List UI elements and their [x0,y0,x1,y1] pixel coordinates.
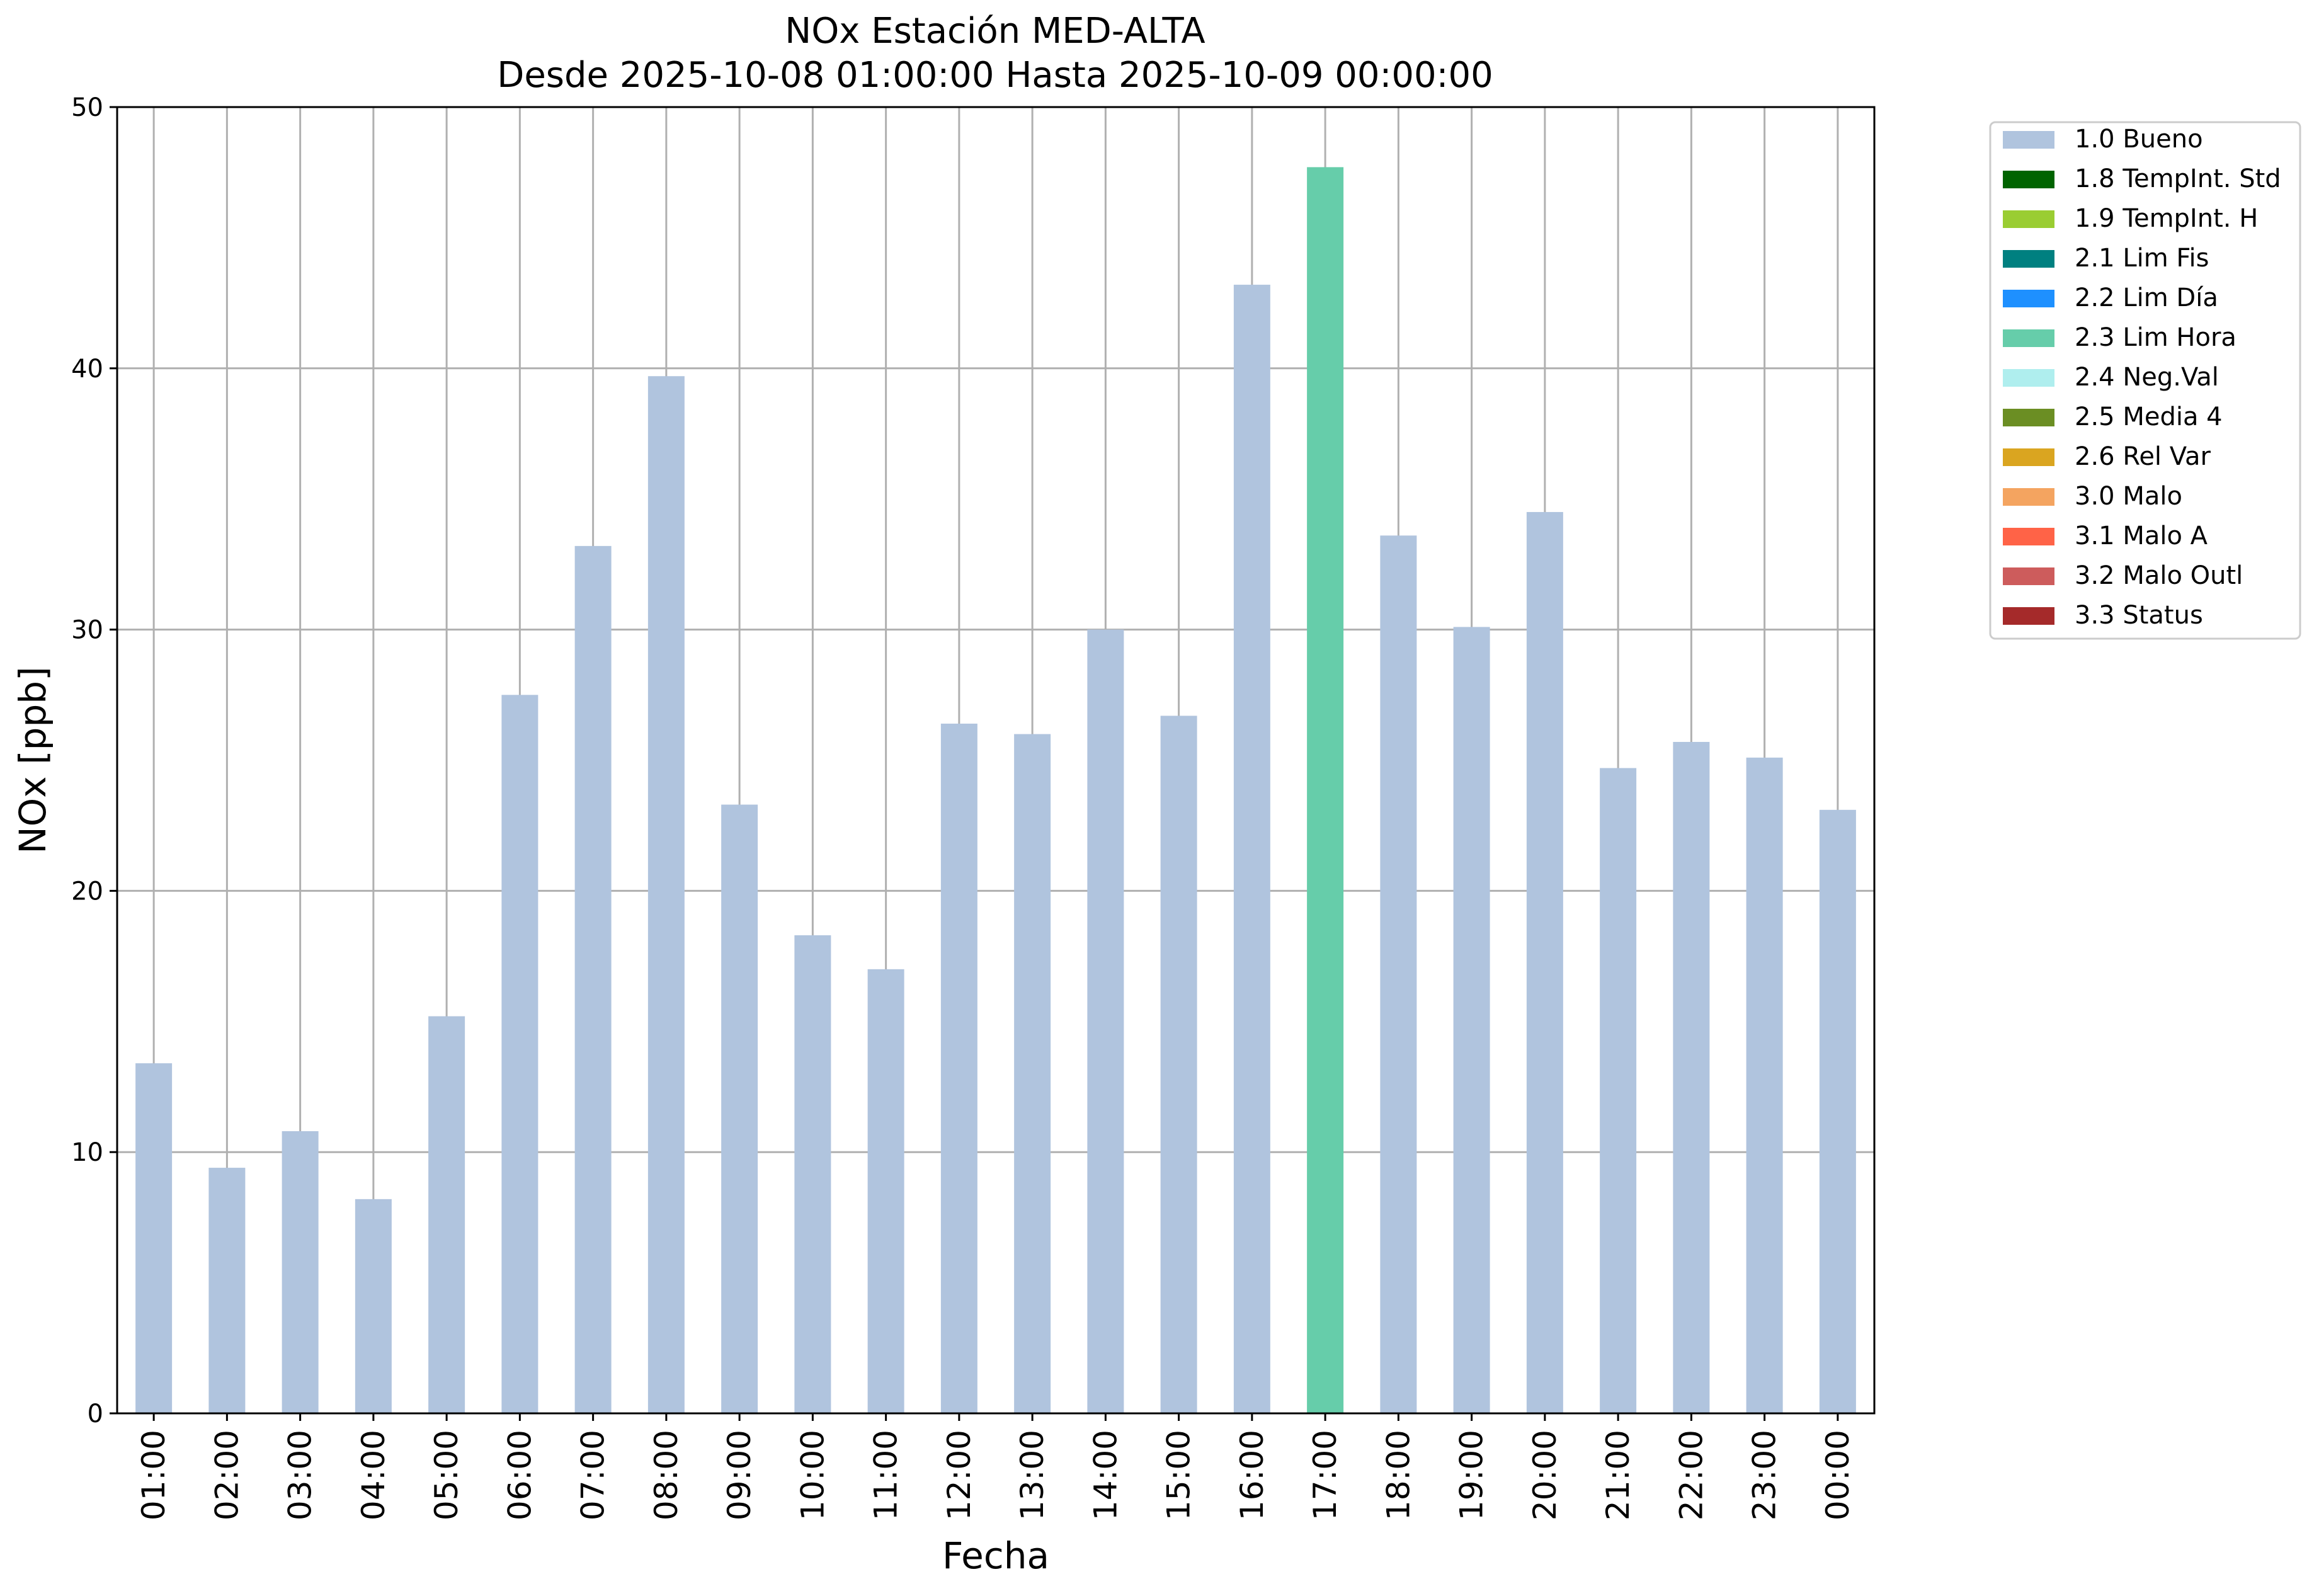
legend-swatch [2003,131,2054,149]
y-tick-label: 0 [88,1399,103,1428]
x-tick-label: 15:00 [1161,1430,1197,1520]
y-tick-label: 20 [71,877,103,906]
y-tick-label: 40 [71,355,103,384]
bar [1673,741,1710,1413]
bar [867,969,904,1413]
x-tick-label: 03:00 [282,1430,319,1520]
legend-swatch [2003,250,2054,268]
y-tick-label: 50 [71,93,103,122]
legend-label: 2.5 Media 4 [2075,402,2223,431]
x-tick-label: 06:00 [501,1430,538,1520]
x-tick-label: 00:00 [1820,1430,1856,1520]
bar [208,1168,246,1413]
legend-swatch [2003,409,2054,426]
bar [574,545,612,1413]
bar [1014,734,1051,1413]
legend-label: 2.4 Neg.Val [2075,363,2219,392]
x-tick-label: 04:00 [355,1430,392,1520]
legend-swatch [2003,210,2054,228]
x-tick-label: 19:00 [1454,1430,1490,1520]
bar [794,935,831,1413]
x-tick-label: 08:00 [648,1430,685,1520]
legend-label: 2.1 Lim Fis [2075,244,2209,273]
legend-swatch [2003,369,2054,387]
bar [1600,768,1637,1413]
legend-label: 2.3 Lim Hora [2075,323,2236,352]
legend-label: 3.0 Malo [2075,482,2182,511]
x-axis-label: Fecha [942,1534,1049,1577]
legend-swatch [2003,329,2054,347]
legend: 1.0 Bueno 1.8 TempInt. Std 1.9 TempInt. H 2… [1989,121,2301,640]
bars [135,167,1856,1414]
legend-label: 1.9 TempInt. H [2075,204,2258,233]
x-axis-ticks: 01:00 02:00 03:00 04:00 05:00 06:00 07:00 08:00… [135,1413,1856,1520]
x-tick-label: 17:00 [1307,1430,1343,1520]
bar [1819,809,1856,1413]
x-tick-label: 11:00 [868,1430,904,1520]
x-tick-label: 02:00 [208,1430,245,1520]
bar [135,1063,173,1413]
bar [1087,629,1124,1413]
chart-title: NOx Estación MED-ALTA [785,11,1205,52]
legend-swatch [2003,607,2054,625]
bar [1453,627,1490,1413]
legend-frame [1989,121,2301,640]
bar [1307,167,1344,1413]
x-tick-label: 21:00 [1600,1430,1636,1520]
legend-label: 2.2 Lim Día [2075,283,2218,312]
bar [1160,715,1197,1413]
bar [501,695,538,1413]
bar [428,1016,465,1413]
legend-swatch [2003,448,2054,466]
legend-label: 3.2 Malo Outl [2075,561,2243,590]
x-tick-label: 05:00 [428,1430,465,1520]
x-tick-label: 13:00 [1014,1430,1051,1520]
bar [721,804,758,1413]
legend-swatch [2003,290,2054,307]
x-tick-label: 07:00 [575,1430,612,1520]
bar [1526,511,1563,1414]
x-tick-label: 22:00 [1673,1430,1709,1520]
y-axis-label: NOx [ppb] [11,666,54,854]
plot-frame [116,106,1876,1415]
x-tick-label: 20:00 [1527,1430,1563,1520]
x-tick-label: 01:00 [135,1430,172,1520]
x-tick-label: 12:00 [941,1430,977,1520]
bar [1233,285,1270,1414]
x-tick-label: 14:00 [1087,1430,1124,1520]
legend-label: 3.3 Status [2075,601,2203,630]
x-tick-label: 09:00 [721,1430,758,1520]
chart-subtitle: Desde 2025-10-08 01:00:00 Hasta 2025-10-… [497,55,1493,96]
x-tick-label: 10:00 [794,1430,831,1520]
legend-swatch [2003,567,2054,585]
bar [282,1131,319,1413]
legend-label: 1.0 Bueno [2075,125,2203,154]
bar [647,376,685,1413]
y-tick-label: 10 [71,1138,103,1167]
x-tick-label: 18:00 [1380,1430,1416,1520]
legend-swatch [2003,528,2054,545]
y-axis-ticks: 0 10 20 30 40 50 [71,93,117,1428]
legend-label: 2.6 Rel Var [2075,442,2211,471]
legend-label: 1.8 TempInt. Std [2075,164,2281,193]
y-tick-label: 30 [71,616,103,645]
legend-label: 3.1 Malo A [2075,522,2208,550]
bar [1380,535,1417,1413]
bar [940,723,977,1413]
legend-swatch [2003,171,2054,188]
bar [355,1199,392,1413]
bar [1746,757,1783,1413]
x-tick-label: 16:00 [1234,1430,1270,1520]
legend-swatch [2003,488,2054,506]
x-tick-label: 23:00 [1746,1430,1783,1520]
